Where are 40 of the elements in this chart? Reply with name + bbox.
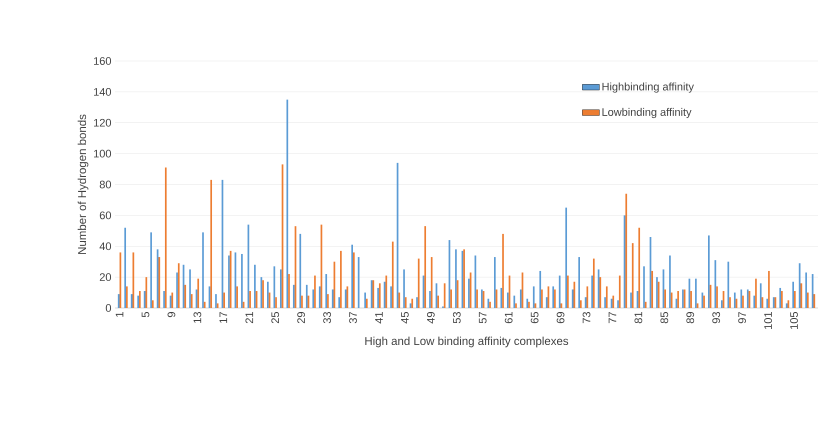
x-tick-label: 69 bbox=[556, 312, 564, 324]
x-tick-label: 21 bbox=[245, 312, 254, 324]
legend-label: Highbinding affinity bbox=[602, 82, 694, 93]
x-tick-label: 45 bbox=[401, 312, 409, 324]
x-tick-label: 37 bbox=[349, 312, 357, 324]
x-tick-label: 89 bbox=[686, 312, 694, 324]
y-tick-label: 60 bbox=[100, 212, 112, 220]
x-tick-label: 57 bbox=[478, 312, 487, 324]
y-tick-label: 140 bbox=[94, 88, 112, 96]
x-tick-label: 9 bbox=[168, 312, 176, 318]
y-tick-label: 80 bbox=[100, 180, 112, 188]
x-axis-title: High and Low binding affinity complexes bbox=[365, 336, 568, 348]
x-tick-label: 73 bbox=[582, 312, 590, 324]
y-tick-label: 120 bbox=[94, 118, 112, 127]
y-tick-label: 0 bbox=[106, 304, 112, 312]
x-tick-label: 33 bbox=[323, 312, 331, 324]
x-tick-label: 25 bbox=[271, 312, 280, 324]
x-tick-label: 49 bbox=[426, 312, 435, 324]
x-tick-label: 65 bbox=[530, 312, 538, 324]
x-tick-label: 77 bbox=[608, 312, 616, 324]
x-tick-label: 81 bbox=[634, 312, 642, 324]
x-tick-label: 53 bbox=[452, 312, 461, 324]
x-tick-label: 29 bbox=[297, 312, 306, 324]
x-tick-label: 5 bbox=[142, 312, 150, 318]
x-tick-label: 105 bbox=[790, 312, 798, 329]
x-tick-label: 93 bbox=[712, 312, 720, 324]
x-tick-label: 17 bbox=[220, 312, 228, 323]
x-tick-label: 101 bbox=[764, 312, 772, 329]
x-tick-label: 85 bbox=[660, 312, 668, 324]
y-tick-label: 40 bbox=[100, 242, 112, 250]
x-tick-label: 1 bbox=[116, 312, 124, 317]
x-tick-label: 97 bbox=[738, 312, 746, 324]
legend-label: Lowbinding affinity bbox=[602, 108, 692, 118]
x-tick-label: 13 bbox=[193, 312, 202, 323]
x-tick-label: 41 bbox=[375, 312, 383, 324]
y-tick-label: 100 bbox=[94, 150, 112, 158]
y-tick-label: 160 bbox=[94, 57, 112, 65]
x-tick-label: 61 bbox=[504, 312, 513, 324]
y-tick-label: 20 bbox=[100, 273, 112, 282]
y-axis-title: Number of Hydrogen bonds bbox=[78, 114, 88, 254]
